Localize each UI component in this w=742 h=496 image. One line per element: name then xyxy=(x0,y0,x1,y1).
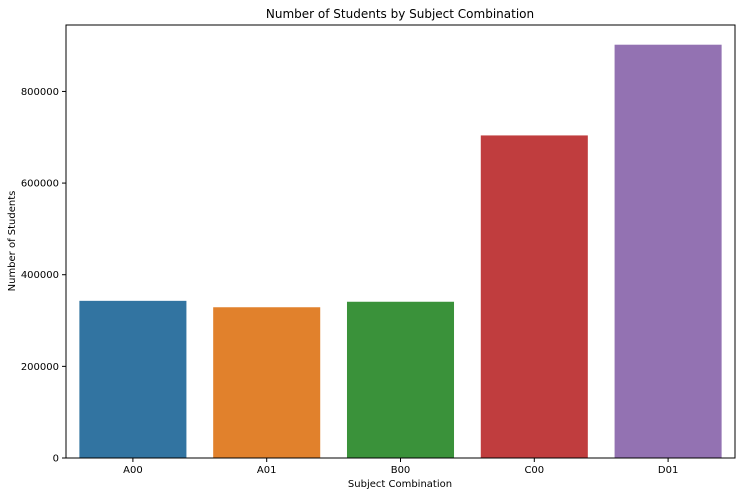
y-tick-label: 600000 xyxy=(21,179,59,190)
y-axis-title: Number of Students xyxy=(7,191,18,292)
bar-C00 xyxy=(480,135,588,458)
x-tick-label: D01 xyxy=(658,465,678,476)
y-tick-label: 0 xyxy=(53,454,59,465)
ticks-layer: A00 A01 B00 C00 D01 0 200000 400000 600000 800000 xyxy=(21,87,679,476)
y-tick-label: 800000 xyxy=(21,87,59,98)
x-tick-label: A01 xyxy=(257,465,277,476)
x-tick-label: C00 xyxy=(524,465,544,476)
bar-D01 xyxy=(614,44,722,459)
bars-layer xyxy=(79,44,722,459)
y-tick-label: 200000 xyxy=(21,362,59,373)
x-tick-label: B00 xyxy=(391,465,411,476)
x-axis-title: Subject Combination xyxy=(348,479,452,490)
y-tick-label: 400000 xyxy=(21,270,59,281)
bar-B00 xyxy=(346,301,455,458)
x-tick-label: A00 xyxy=(123,465,143,476)
bar-A00 xyxy=(79,300,187,458)
chart-title: Number of Students by Subject Combinatio… xyxy=(266,7,534,21)
bar-A01 xyxy=(213,307,321,458)
